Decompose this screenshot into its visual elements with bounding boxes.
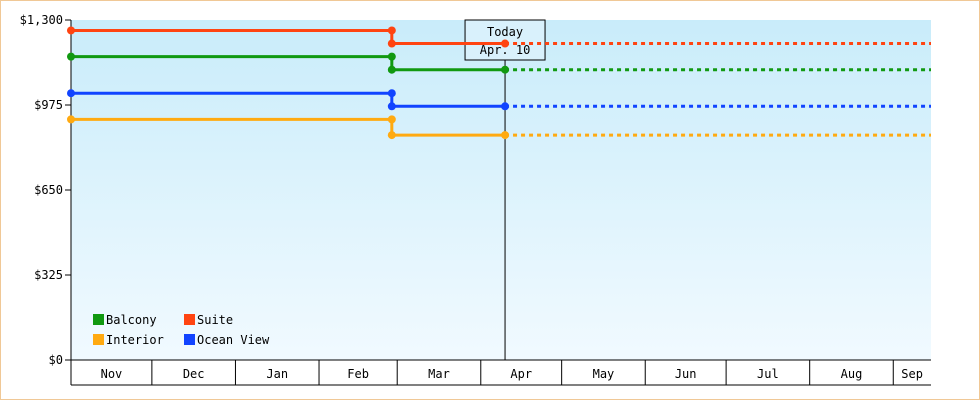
month-label: Jan bbox=[266, 367, 288, 381]
interior-point bbox=[387, 115, 396, 124]
balcony-legend-label: Balcony bbox=[106, 313, 157, 327]
balcony-point bbox=[67, 52, 75, 61]
y-axis: $0 $325 $650 $975 $1,300 bbox=[20, 13, 72, 367]
suite-point bbox=[387, 39, 396, 48]
suite-legend-swatch bbox=[184, 314, 195, 325]
month-label: Nov bbox=[101, 367, 123, 381]
suite-point bbox=[387, 26, 396, 35]
y-tick-label: $975 bbox=[34, 98, 63, 112]
interior-point bbox=[501, 131, 510, 140]
month-label: Apr bbox=[510, 367, 532, 381]
suite-point bbox=[501, 39, 510, 48]
balcony-point bbox=[387, 52, 396, 61]
month-label: May bbox=[593, 367, 615, 381]
month-label: Sep bbox=[901, 367, 923, 381]
ocean-view-legend-swatch bbox=[184, 334, 195, 345]
suite-series-line bbox=[71, 28, 506, 46]
y-tick-label: $650 bbox=[34, 183, 63, 197]
suite-legend-label: Suite bbox=[197, 313, 233, 327]
ocean-view-point bbox=[387, 102, 396, 111]
ocean-view-legend-label: Ocean View bbox=[197, 333, 270, 347]
ocean-view-point bbox=[501, 102, 510, 111]
balcony-legend-swatch bbox=[93, 314, 104, 325]
interior-legend-swatch bbox=[93, 334, 104, 345]
plot-area bbox=[71, 20, 931, 360]
ocean-view-point bbox=[387, 89, 396, 98]
suite-point bbox=[67, 26, 75, 35]
ocean-view-series-line bbox=[71, 91, 506, 108]
balcony-point bbox=[387, 65, 396, 74]
ocean-view-point bbox=[67, 89, 75, 98]
interior-point bbox=[67, 115, 75, 124]
series-lines bbox=[67, 26, 931, 140]
y-tick-label: $0 bbox=[49, 353, 63, 367]
y-tick-label: $325 bbox=[34, 268, 63, 282]
y-tick-label: $1,300 bbox=[20, 13, 63, 27]
balcony-series-line bbox=[71, 55, 506, 72]
month-label: Aug bbox=[841, 367, 863, 381]
month-label: Jun bbox=[675, 367, 697, 381]
today-date: Apr. 10 bbox=[480, 43, 531, 57]
month-label: Dec bbox=[183, 367, 205, 381]
interior-series-line bbox=[71, 117, 506, 137]
x-axis: Nov Dec Jan Feb Mar Apr May Jun Jul Aug Sep bbox=[70, 359, 931, 386]
month-label: Jul bbox=[757, 367, 779, 381]
legend: Balcony Suite Interior Ocean View bbox=[93, 313, 270, 347]
interior-point bbox=[387, 131, 396, 140]
interior-legend-label: Interior bbox=[106, 333, 164, 347]
month-label: Feb bbox=[347, 367, 369, 381]
today-title: Today bbox=[487, 25, 523, 39]
balcony-point bbox=[501, 65, 510, 74]
month-label: Mar bbox=[428, 367, 450, 381]
